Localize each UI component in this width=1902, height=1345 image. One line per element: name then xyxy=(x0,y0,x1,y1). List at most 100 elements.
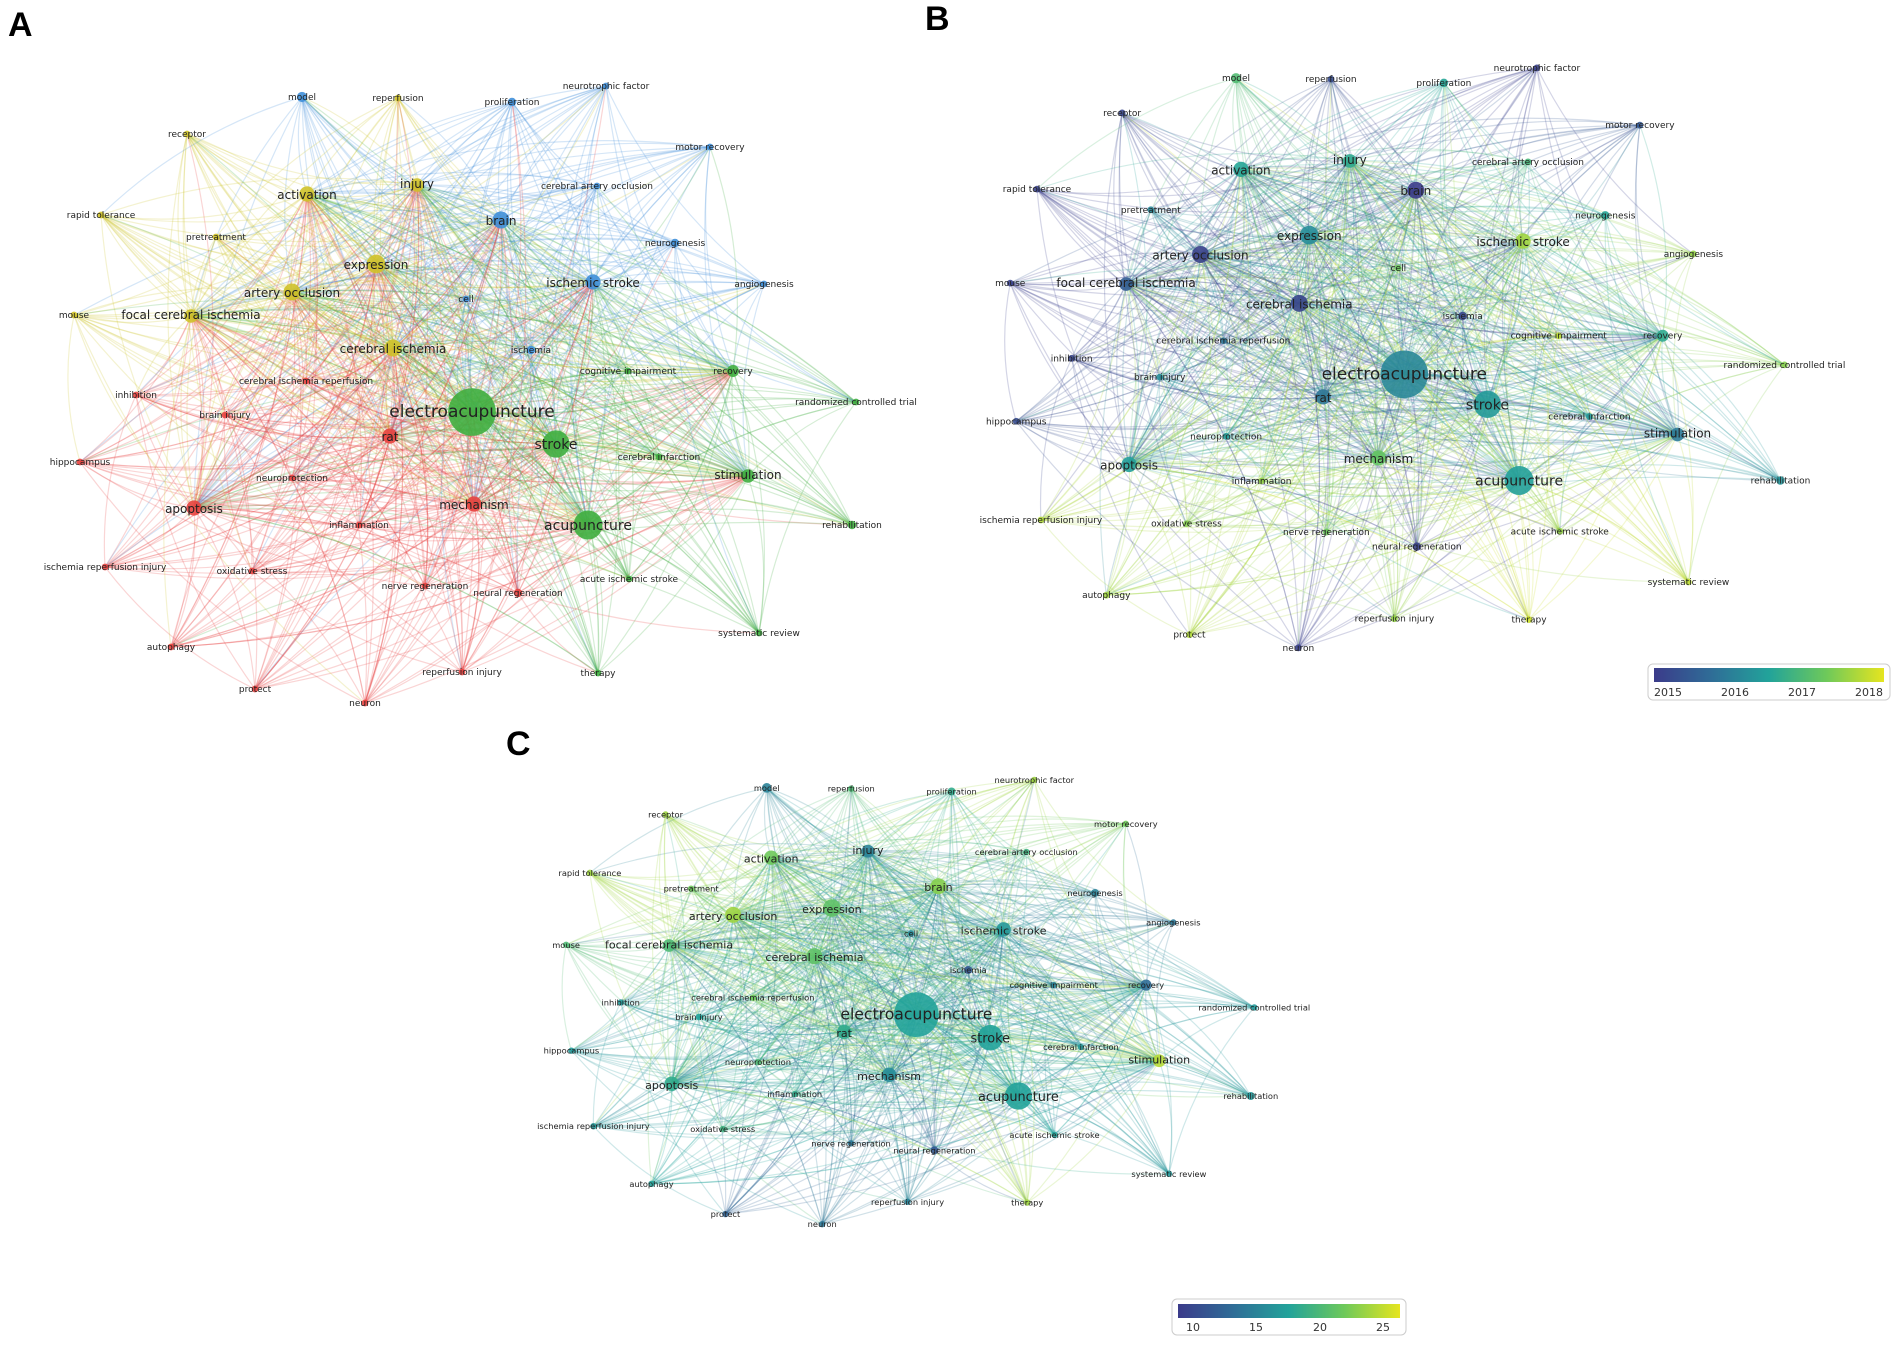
node-stroke[interactable] xyxy=(542,430,570,458)
node-electroacupuncture[interactable] xyxy=(1380,350,1429,399)
node-cognitive-impairment[interactable] xyxy=(1555,332,1563,340)
node-mouse[interactable] xyxy=(70,311,78,319)
node-expression[interactable] xyxy=(1299,225,1319,245)
node-angiogenesis[interactable] xyxy=(1689,250,1697,258)
node-proliferation[interactable] xyxy=(507,97,517,107)
node-ischemic-stroke[interactable] xyxy=(585,274,601,290)
node-focal-cerebral-ischemia[interactable] xyxy=(184,309,198,323)
node-ischemia-reperfusion-injury[interactable] xyxy=(101,563,109,571)
node-oxidative-stress[interactable] xyxy=(248,567,256,575)
node-reperfusion-injury[interactable] xyxy=(1390,615,1398,623)
node-inhibition[interactable] xyxy=(132,391,140,399)
node-ischemic-stroke[interactable] xyxy=(1515,233,1531,249)
node-systematic-review[interactable] xyxy=(1685,578,1692,586)
node-motor-recovery[interactable] xyxy=(706,143,714,151)
node-nerve-regeneration[interactable] xyxy=(1322,528,1330,536)
node-mechanism[interactable] xyxy=(466,496,482,512)
node-activation[interactable] xyxy=(1233,161,1249,178)
node-model[interactable] xyxy=(1230,73,1242,84)
node-therapy[interactable] xyxy=(594,669,602,677)
node-inflammation[interactable] xyxy=(1258,477,1266,485)
node-cerebral-ischemia[interactable] xyxy=(384,339,402,357)
node-acupuncture[interactable] xyxy=(1504,466,1534,495)
node-neuroprotection[interactable] xyxy=(1222,432,1230,440)
node-nerve-regeneration[interactable] xyxy=(421,582,429,590)
node-angiogenesis[interactable] xyxy=(760,280,768,288)
node-recovery[interactable] xyxy=(727,365,739,377)
node-injury[interactable] xyxy=(1343,154,1357,168)
node-therapy[interactable] xyxy=(1525,616,1533,624)
node-expression[interactable] xyxy=(366,254,386,274)
node-neurotrophic-factor[interactable] xyxy=(1533,64,1541,72)
node-cerebral-infarction[interactable] xyxy=(655,453,663,461)
node-reperfusion-injury[interactable] xyxy=(458,668,466,676)
node-randomized-controlled-trial[interactable] xyxy=(852,398,860,406)
node-stroke[interactable] xyxy=(1473,390,1502,418)
node-protect[interactable] xyxy=(251,685,259,693)
node-ischemia-reperfusion-injury[interactable] xyxy=(1037,516,1045,524)
node-protect[interactable] xyxy=(1186,631,1193,639)
node-rat[interactable] xyxy=(1315,389,1331,405)
node-neurotrophic-factor[interactable] xyxy=(602,82,610,90)
node-mechanism[interactable] xyxy=(1370,450,1387,466)
node-oxidative-stress[interactable] xyxy=(1183,520,1190,528)
node-neurogenesis[interactable] xyxy=(1601,211,1610,220)
node-acupuncture[interactable] xyxy=(573,510,603,540)
node-stimulation[interactable] xyxy=(1670,427,1685,442)
node-proliferation[interactable] xyxy=(1439,78,1449,88)
node-apoptosis[interactable] xyxy=(186,500,202,516)
node-pretreatment[interactable] xyxy=(212,233,220,241)
node-neural-regeneration[interactable] xyxy=(513,588,523,598)
node-receptor[interactable] xyxy=(183,130,191,138)
node-pretreatment[interactable] xyxy=(1147,206,1155,214)
node-brain[interactable] xyxy=(1407,181,1425,199)
node-injury[interactable] xyxy=(410,178,424,192)
node-neurogenesis[interactable] xyxy=(670,238,680,248)
node-cerebral-ischemia-reperfusion[interactable] xyxy=(1219,337,1227,345)
node-neuron[interactable] xyxy=(1294,644,1302,652)
node-brain-injury[interactable] xyxy=(1156,373,1164,381)
node-cerebral-artery-occlusion[interactable] xyxy=(593,182,601,190)
node-inflammation[interactable] xyxy=(355,521,363,529)
node-activation[interactable] xyxy=(299,186,315,202)
node-artery-occlusion[interactable] xyxy=(1191,245,1209,263)
node-reperfusion[interactable] xyxy=(394,94,402,102)
node-stimulation[interactable] xyxy=(741,469,755,483)
node-inhibition[interactable] xyxy=(1068,354,1076,362)
node-acute-ischemic-stroke[interactable] xyxy=(625,575,633,583)
node-cognitive-impairment[interactable] xyxy=(624,367,632,375)
node-rapid-tolerance[interactable] xyxy=(1033,185,1041,193)
node-autophagy[interactable] xyxy=(167,643,175,651)
node-receptor[interactable] xyxy=(1118,109,1126,117)
node-reperfusion[interactable] xyxy=(1327,75,1335,83)
node-model[interactable] xyxy=(296,91,308,103)
node-neural-regeneration[interactable] xyxy=(1412,542,1422,551)
node-cerebral-ischemia[interactable] xyxy=(1290,294,1308,312)
node-motor-recovery[interactable] xyxy=(1636,121,1644,129)
node-brain[interactable] xyxy=(492,211,510,229)
node-recovery[interactable] xyxy=(1656,329,1669,342)
node-cerebral-artery-occlusion[interactable] xyxy=(1524,158,1532,166)
node-cerebral-ischemia-reperfusion[interactable] xyxy=(302,377,310,385)
node-rehabilitation[interactable] xyxy=(847,520,857,530)
node-hippocampus[interactable] xyxy=(76,458,84,466)
node-cell[interactable] xyxy=(1394,264,1402,272)
node-systematic-review[interactable] xyxy=(755,629,763,637)
node-ischemia[interactable] xyxy=(526,345,536,355)
node-brain-injury[interactable] xyxy=(221,411,229,419)
node-artery-occlusion[interactable] xyxy=(283,283,301,301)
node-electroacupuncture[interactable] xyxy=(448,388,496,436)
node-neuroprotection[interactable] xyxy=(288,474,296,482)
node-focal-cerebral-ischemia[interactable] xyxy=(1119,277,1133,291)
node-randomized-controlled-trial[interactable] xyxy=(1781,361,1788,369)
node-acute-ischemic-stroke[interactable] xyxy=(1556,527,1564,535)
node-ischemia[interactable] xyxy=(1458,311,1467,321)
node-hippocampus[interactable] xyxy=(1012,417,1020,425)
node-rehabilitation[interactable] xyxy=(1776,476,1785,485)
node-autophagy[interactable] xyxy=(1102,591,1110,599)
node-cerebral-infarction[interactable] xyxy=(1586,413,1593,420)
node-apoptosis[interactable] xyxy=(1121,456,1137,473)
node-rat[interactable] xyxy=(382,428,398,444)
node-neuron[interactable] xyxy=(361,699,369,707)
node-rapid-tolerance[interactable] xyxy=(97,211,105,219)
